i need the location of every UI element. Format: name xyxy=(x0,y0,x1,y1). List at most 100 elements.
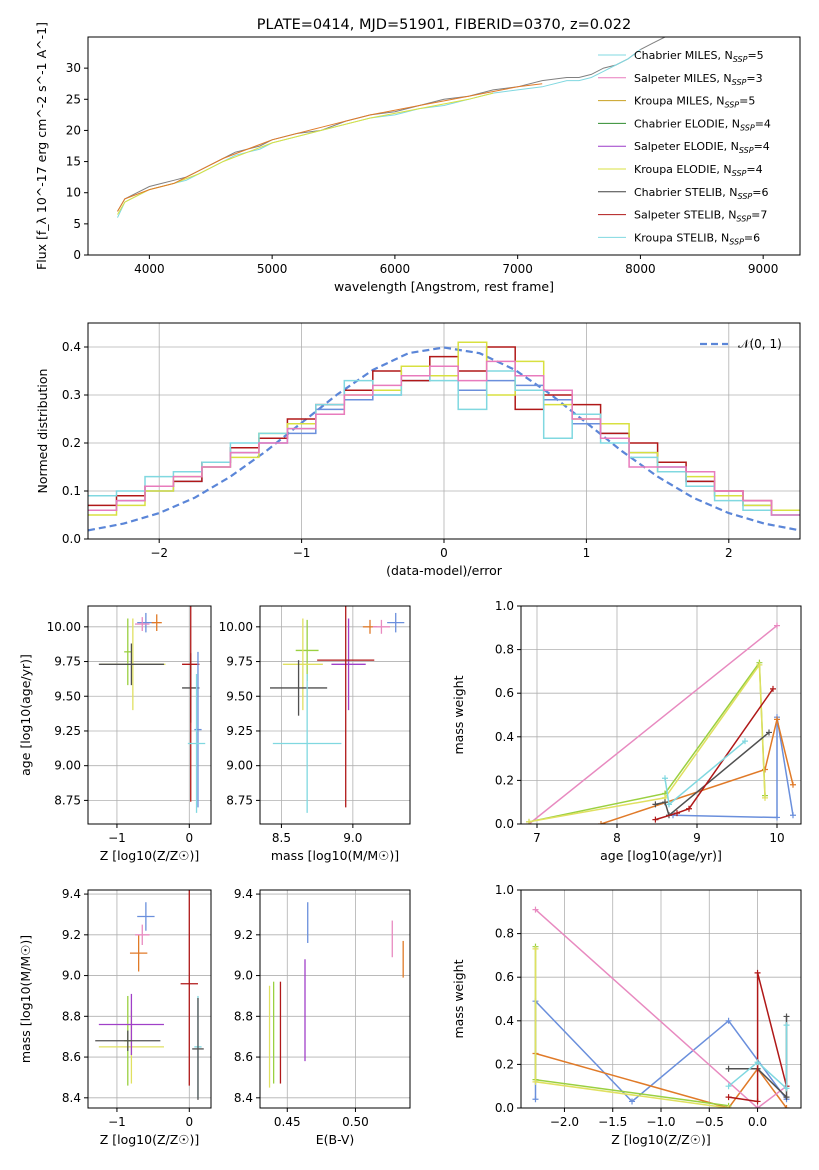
series-marker xyxy=(754,1098,761,1105)
axes-frame xyxy=(87,889,212,1109)
y-tick-label: 8.4 xyxy=(234,1091,253,1105)
series-line xyxy=(117,83,543,212)
x-tick-label: 9000 xyxy=(748,262,779,276)
x-tick-label: 0 xyxy=(185,831,193,845)
y-tick-label: 9.0 xyxy=(62,969,81,983)
series-marker xyxy=(774,622,780,629)
y-tick-label: 0.4 xyxy=(62,340,81,354)
y-axis-label: mass [log10(M/M☉)] xyxy=(18,935,33,1063)
x-axis-label: (data-model)/error xyxy=(386,563,503,578)
y-tick-label: 10.00 xyxy=(47,620,81,634)
plot-area xyxy=(95,890,204,1100)
x-tick-label: 9.0 xyxy=(343,831,362,845)
x-tick-label: 6000 xyxy=(380,262,411,276)
series-marker xyxy=(742,738,748,745)
legend-label: Chabrier MILES, NSSP=5 xyxy=(634,49,764,64)
series-line xyxy=(528,660,766,823)
axes-frame xyxy=(520,605,802,825)
series-marker xyxy=(725,1017,732,1024)
y-tick-label: 8.6 xyxy=(234,1050,253,1064)
x-tick-label: 7 xyxy=(533,831,541,845)
series-line xyxy=(528,625,778,824)
series-marker xyxy=(598,821,604,824)
x-tick-label: −0.5 xyxy=(695,1115,724,1129)
series-marker xyxy=(532,906,539,913)
y-tick-label: 0.2 xyxy=(495,1057,514,1071)
series-marker xyxy=(725,1094,732,1101)
y-tick-label: 0 xyxy=(73,248,81,262)
y-tick-label: 9.50 xyxy=(226,689,253,703)
x-axis-label: Z [log10(Z/Z☉)] xyxy=(611,1132,711,1147)
spectrum-panel: 4000 5000 6000 7000 8000 9000 0 5 10 15 20 25 30 wave… xyxy=(34,22,801,294)
x-tick-label: 8000 xyxy=(625,262,656,276)
series-line xyxy=(728,972,788,1103)
y-tick-label: 8.6 xyxy=(62,1050,81,1064)
y-tick-label: 0.0 xyxy=(495,817,514,831)
series-marker xyxy=(725,1065,732,1072)
y-tick-label: 9.25 xyxy=(54,724,81,738)
series-marker xyxy=(774,716,780,723)
legend-label: Chabrier ELODIE, NSSP=4 xyxy=(634,117,771,132)
y-tick-label: 20 xyxy=(66,123,81,137)
series-line xyxy=(535,909,787,1108)
y-tick-label: 0.4 xyxy=(495,1014,514,1028)
series-marker xyxy=(686,805,692,812)
x-tick-label: 4000 xyxy=(134,262,165,276)
series-marker xyxy=(754,969,761,976)
series-line xyxy=(117,92,494,215)
series-marker xyxy=(666,801,672,808)
y-tick-label: 10 xyxy=(66,186,81,200)
legend-label: Chabrier STELIB, NSSP=6 xyxy=(634,186,768,201)
plot-area xyxy=(88,341,800,532)
x-axis-label: E(B-V) xyxy=(316,1132,355,1147)
series-line xyxy=(655,688,774,821)
y-tick-label: 0.2 xyxy=(495,773,514,787)
series-marker xyxy=(725,1083,732,1090)
axes-frame xyxy=(87,36,801,256)
series-marker xyxy=(629,1098,636,1105)
series-marker xyxy=(756,661,763,668)
x-tick-label: 0.50 xyxy=(342,1115,369,1129)
series-marker xyxy=(662,775,668,782)
y-tick-label: 9.75 xyxy=(54,655,81,669)
legend-label: Salpeter ELODIE, NSSP=4 xyxy=(634,140,770,155)
y-tick-label: 8.8 xyxy=(62,1009,81,1023)
series-marker xyxy=(770,685,776,692)
series-marker xyxy=(725,1105,732,1108)
series-marker xyxy=(766,729,772,736)
x-tick-label: −1 xyxy=(293,546,311,560)
figure-title: PLATE=0414, MJD=51901, FIBERID=0370, z=0… xyxy=(257,17,631,33)
plot-area xyxy=(270,606,405,813)
x-axis-label: Z [log10(Z/Z☉)] xyxy=(100,1132,200,1147)
x-tick-label: 9 xyxy=(693,831,701,845)
legend-label: Kroupa MILES, NSSP=5 xyxy=(634,95,755,110)
plot-area xyxy=(98,606,206,813)
series-marker xyxy=(790,812,796,819)
y-tick-label: 15 xyxy=(66,155,81,169)
series-marker xyxy=(532,945,539,952)
y-tick-label: 9.2 xyxy=(234,928,253,942)
x-tick-label: −1 xyxy=(108,831,126,845)
series-marker xyxy=(754,1105,761,1108)
y-tick-label: 0.8 xyxy=(495,927,514,941)
series-line xyxy=(672,717,794,819)
y-tick-label: 0.1 xyxy=(62,484,81,498)
legend-label: Kroupa ELODIE, NSSP=4 xyxy=(634,163,763,178)
x-tick-label: −1.0 xyxy=(646,1115,675,1129)
y-tick-label: 9.00 xyxy=(54,759,81,773)
residual-histogram-panel: −2 −1 0 1 2 0.0 0.1 0.2 0.3 0.4 (data-model)/error… xyxy=(35,322,801,578)
series-line xyxy=(728,1025,788,1091)
y-tick-label: 8.75 xyxy=(226,793,253,807)
series-line xyxy=(664,740,746,806)
y-axis-label: mass weight xyxy=(451,675,466,754)
series-line xyxy=(88,346,800,532)
y-tick-label: 10.00 xyxy=(219,620,253,634)
series-line xyxy=(117,49,641,218)
series-marker xyxy=(783,1013,790,1020)
series-marker xyxy=(662,799,668,806)
y-tick-label: 0.4 xyxy=(495,730,514,744)
x-tick-label: 7000 xyxy=(502,262,533,276)
series-marker xyxy=(674,810,680,817)
x-tick-label: 0 xyxy=(440,546,448,560)
